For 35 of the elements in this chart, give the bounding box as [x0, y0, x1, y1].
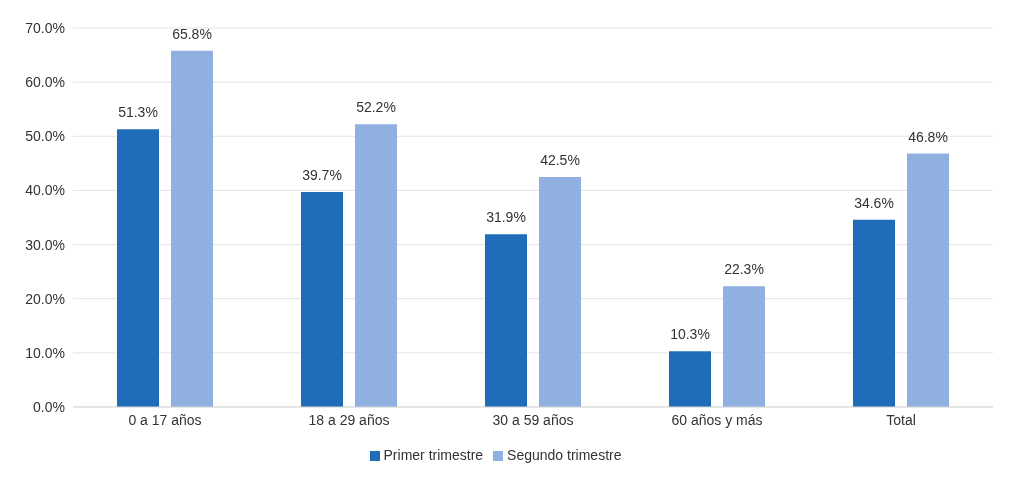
bar — [907, 153, 949, 407]
bar — [539, 176, 581, 407]
y-tick-label: 10.0% — [25, 344, 65, 361]
y-tick-label: 50.0% — [25, 128, 65, 145]
data-label: 51.3% — [118, 104, 158, 121]
y-tick-label: 20.0% — [25, 290, 65, 307]
x-tick-label: 18 a 29 años — [308, 411, 390, 428]
y-tick-label: 60.0% — [25, 74, 65, 91]
x-tick-label: 30 a 59 años — [492, 411, 574, 428]
data-label: 31.9% — [486, 209, 526, 226]
bar — [853, 219, 895, 407]
data-label: 34.6% — [854, 194, 894, 211]
bar — [355, 124, 397, 407]
legend-label: Primer trimestre — [383, 447, 484, 463]
x-tick-label: Total — [886, 411, 916, 428]
data-label: 46.8% — [908, 128, 948, 145]
data-label: 65.8% — [172, 25, 212, 42]
bar — [669, 351, 711, 407]
bar — [723, 286, 765, 407]
bar — [171, 50, 213, 407]
data-label: 39.7% — [302, 167, 342, 184]
data-label: 42.5% — [540, 151, 580, 168]
y-tick-label: 40.0% — [25, 182, 65, 199]
legend-label: Segundo trimestre — [507, 447, 622, 463]
bar — [301, 192, 343, 407]
x-tick-label: 0 a 17 años — [128, 411, 202, 428]
y-tick-label: 70.0% — [25, 19, 65, 36]
data-label: 52.2% — [356, 99, 396, 116]
x-tick-label: 60 años y más — [671, 411, 763, 428]
data-label: 10.3% — [670, 326, 710, 343]
y-tick-label: 30.0% — [25, 236, 65, 253]
bar — [485, 234, 527, 407]
data-label: 22.3% — [724, 261, 764, 278]
y-tick-label: 0.0% — [33, 398, 65, 415]
bar — [117, 129, 159, 407]
